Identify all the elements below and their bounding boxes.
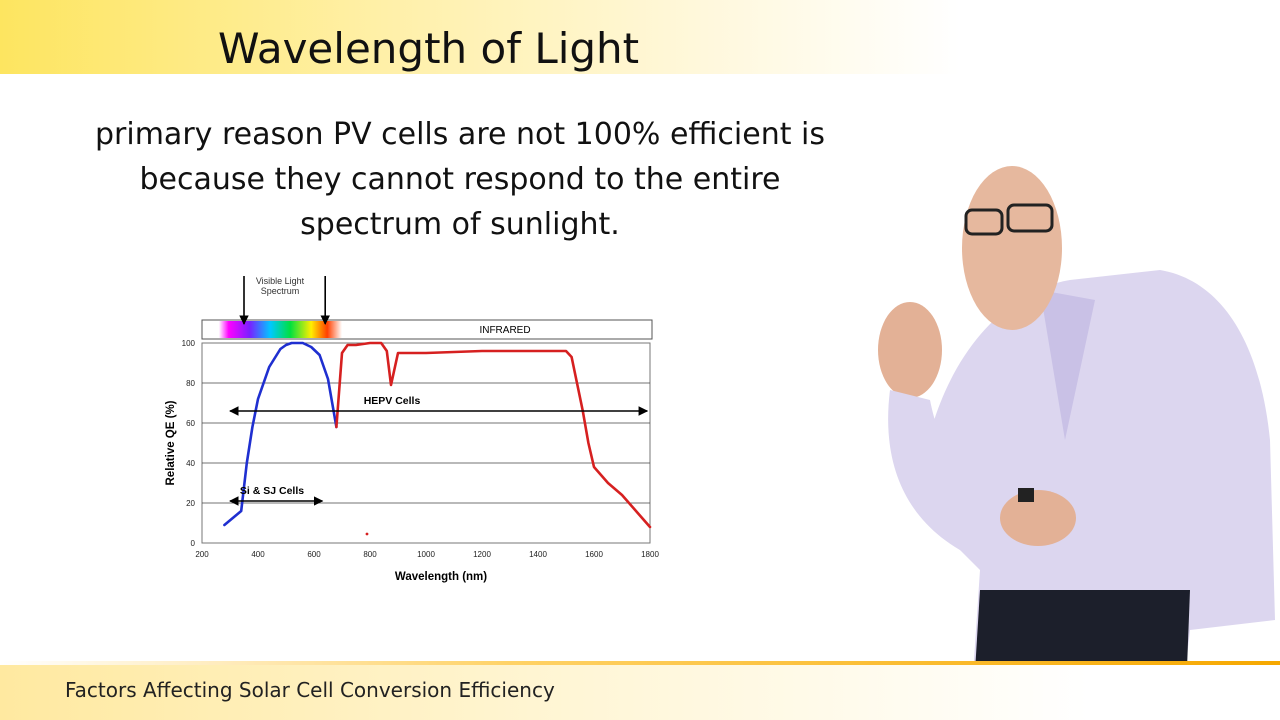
y-tick-label: 20 [186, 499, 195, 508]
series-line-2 [335, 341, 652, 529]
title-band [0, 0, 1280, 74]
x-tick-label: 1400 [529, 550, 547, 559]
data-series [223, 341, 652, 529]
x-tick-label: 1600 [585, 550, 603, 559]
body-line-1: primary reason PV cells are not 100% eff… [95, 117, 825, 152]
presenter-tie [1040, 290, 1095, 440]
presenter-head [962, 166, 1062, 330]
x-tick-labels: 200 400 600 800 1000 1200 1400 1600 1800 [195, 550, 659, 559]
annotations: HEPV Cells Si & SJ Cells [229, 395, 649, 506]
footer-band [0, 662, 1280, 720]
y-tick-label: 0 [191, 539, 196, 548]
y-axis-label: Relative QE (%) [165, 400, 177, 485]
presenter-lower-hand [1000, 490, 1076, 546]
presenter-figure [878, 166, 1275, 720]
presenter-remote [1018, 488, 1034, 502]
y-tick-label: 100 [182, 339, 196, 348]
infrared-label: INFRARED [479, 325, 530, 336]
body-line-2: because they cannot respond to the entir… [139, 162, 781, 197]
y-tick-labels: 0 20 40 60 80 100 [182, 339, 196, 548]
x-tick-label: 200 [195, 550, 209, 559]
plot-area [201, 342, 651, 544]
x-tick-label: 800 [363, 550, 377, 559]
annotation-label-1: HEPV Cells [364, 395, 421, 407]
series-line-1 [223, 341, 338, 527]
footer-divider [0, 661, 1280, 665]
body-line-3: spectrum of sunlight. [300, 207, 620, 242]
visible-light-label: Visible Light Spectrum [256, 276, 305, 296]
y-tick-label: 80 [186, 379, 195, 388]
x-tick-label: 600 [307, 550, 321, 559]
y-tick-label: 60 [186, 419, 195, 428]
x-tick-label: 1800 [641, 550, 659, 559]
stray-dot [365, 532, 369, 536]
y-tick-label: 40 [186, 459, 195, 468]
slide-title: Wavelength of Light [218, 24, 640, 73]
visible-markers [239, 276, 330, 325]
presenter-raised-hand [878, 302, 942, 398]
x-tick-label: 1200 [473, 550, 491, 559]
x-tick-label: 400 [251, 550, 265, 559]
annotation-label-2: Si & SJ Cells [240, 485, 304, 497]
x-axis-label: Wavelength (nm) [395, 571, 487, 583]
slide-body: primary reason PV cells are not 100% eff… [70, 112, 850, 247]
x-tick-label: 1000 [417, 550, 435, 559]
footer-title: Factors Affecting Solar Cell Conversion … [65, 678, 555, 702]
qe-chart: INFRARED Visible Light Spectrum 200 400 600… [165, 276, 659, 583]
presenter-glasses [964, 208, 1004, 236]
visible-spectrum-gradient [218, 321, 342, 338]
